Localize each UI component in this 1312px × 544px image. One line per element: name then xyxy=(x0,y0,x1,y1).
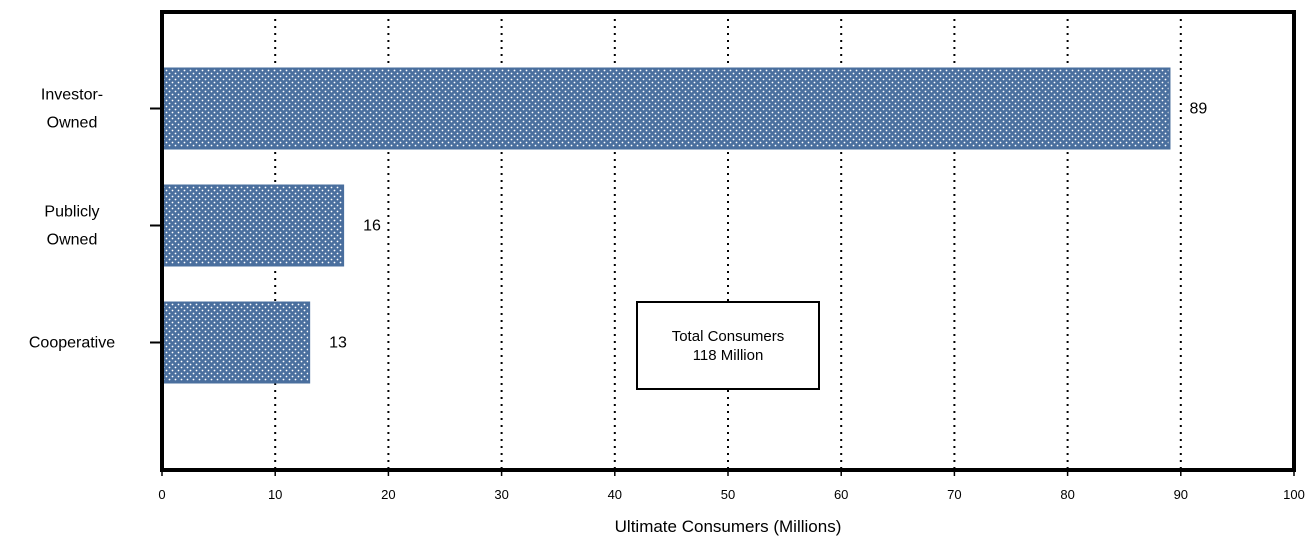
x-tick-label: 40 xyxy=(608,487,622,502)
x-tick-label: 90 xyxy=(1174,487,1188,502)
plot-frame xyxy=(160,10,1296,472)
annotation-line-2: 118 Million xyxy=(693,347,764,364)
annotation-box xyxy=(636,301,820,390)
x-tick-label: 20 xyxy=(381,487,395,502)
category-label: Publicly Owned xyxy=(44,204,99,249)
x-tick-label: 10 xyxy=(268,487,282,502)
x-tick-label: 0 xyxy=(158,487,165,502)
x-tick-label: 60 xyxy=(834,487,848,502)
category-label: Investor-Owned xyxy=(41,87,103,132)
category-label: Cooperative xyxy=(29,335,115,352)
annotation-line-1: Total Consumers xyxy=(672,328,785,345)
x-tick-label: 80 xyxy=(1060,487,1074,502)
bar-value-label: 13 xyxy=(329,335,347,352)
x-tick-label: 50 xyxy=(721,487,735,502)
bars xyxy=(161,67,1171,384)
x-tick-label: 100 xyxy=(1283,487,1305,502)
x-axis-label: Ultimate Consumers (Millions) xyxy=(615,517,842,536)
bar-value-label: 89 xyxy=(1189,101,1207,118)
bar xyxy=(161,301,311,384)
x-tick-label: 70 xyxy=(947,487,961,502)
y-axis-labels: Investor-Owned Publicly Owned Cooperative xyxy=(29,87,115,352)
x-tick-label: 30 xyxy=(494,487,508,502)
bar xyxy=(161,67,1171,150)
bar xyxy=(161,184,345,267)
total-consumers-annotation: Total Consumers 118 Million xyxy=(636,301,820,390)
data-labels: 89 16 13 xyxy=(329,101,1207,352)
x-axis-tick-labels: 0 10 20 30 40 50 60 70 80 90 100 xyxy=(158,487,1304,502)
bar-value-label: 16 xyxy=(363,218,381,235)
